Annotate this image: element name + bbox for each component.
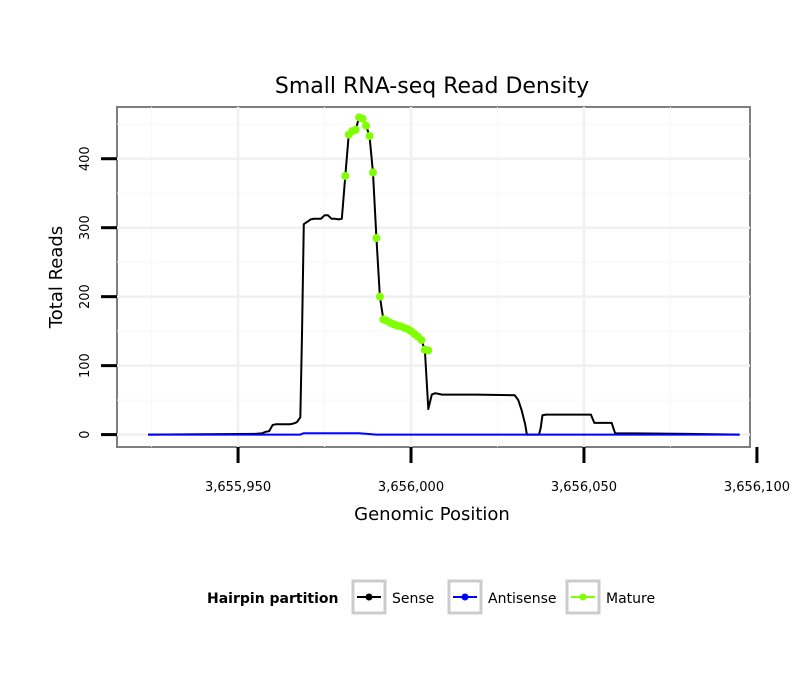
x-tick-label: 3,656,100 xyxy=(724,480,790,495)
series-antisense-line xyxy=(148,432,740,436)
legend: Hairpin partition Sense Antisense Mature xyxy=(207,579,655,615)
series-mature-point xyxy=(424,346,433,355)
legend-key-antisense-point xyxy=(461,593,469,601)
legend-item-sense: Sense xyxy=(351,579,434,615)
chart-title: Small RNA-seq Read Density xyxy=(275,74,589,99)
legend-label-antisense: Antisense xyxy=(488,591,557,607)
axes: 0 100 200 300 400 3,655,950 3,656,000 3,656,050… xyxy=(78,146,790,495)
x-tick-label: 3,656,000 xyxy=(378,480,444,495)
y-tick-label: 100 xyxy=(78,353,93,378)
legend-item-antisense: Antisense xyxy=(447,579,557,615)
legend-item-mature: Mature xyxy=(565,579,655,615)
series-mature-point xyxy=(365,131,374,140)
y-axis-title: Total Reads xyxy=(46,226,67,329)
y-tick-label: 200 xyxy=(78,284,93,309)
y-tick-label: 0 xyxy=(78,430,93,438)
x-tick-label: 3,656,050 xyxy=(551,480,617,495)
legend-label-mature: Mature xyxy=(606,591,655,607)
legend-key-mature-point xyxy=(579,593,587,601)
y-tick-label: 400 xyxy=(78,146,93,171)
series-mature-point xyxy=(341,171,350,180)
series-mature-point xyxy=(358,114,367,123)
legend-title: Hairpin partition xyxy=(207,591,338,607)
x-tick-label: 3,655,950 xyxy=(205,480,271,495)
series-mature-point xyxy=(351,125,360,134)
series-mature-point xyxy=(375,292,384,301)
legend-key-sense-point xyxy=(365,593,373,601)
series-mature-point xyxy=(372,234,381,243)
series-mature-point xyxy=(368,168,377,177)
series-sense-line xyxy=(148,116,740,436)
series-mature-point xyxy=(362,121,371,130)
legend-label-sense: Sense xyxy=(392,591,434,607)
plot-panel xyxy=(116,106,751,448)
series-layer xyxy=(148,113,740,436)
x-axis-title: Genomic Position xyxy=(354,504,510,525)
y-tick-label: 300 xyxy=(78,215,93,240)
series-mature-point xyxy=(417,336,426,345)
